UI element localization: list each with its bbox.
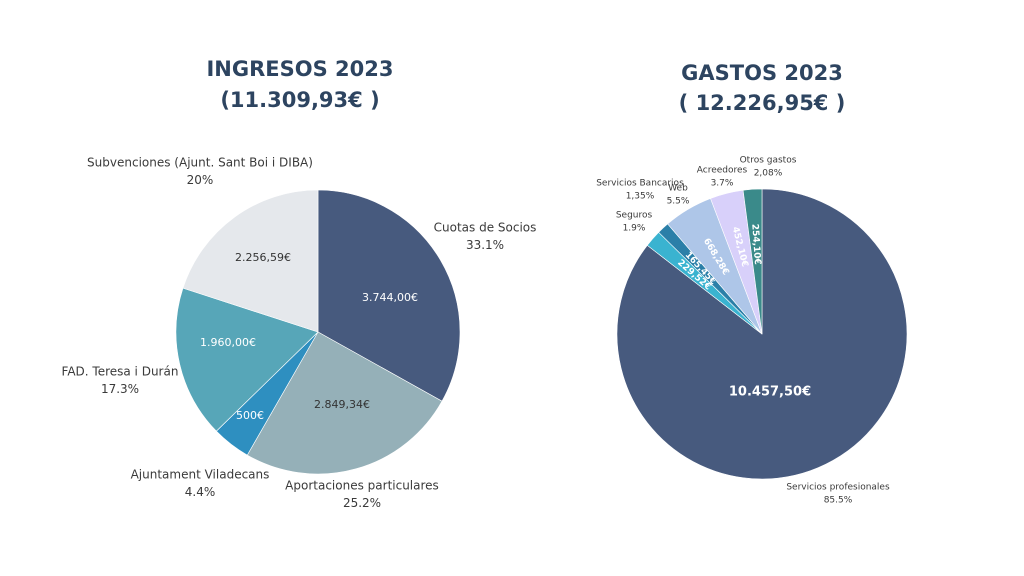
- amount-label: 2.849,34€: [314, 398, 370, 411]
- percent-label: 20%: [187, 173, 214, 187]
- category-label: Ajuntament Viladecans: [131, 468, 270, 482]
- amount-label: 500€: [236, 409, 264, 422]
- percent-label: 17.3%: [101, 382, 139, 396]
- category-label: Servicios Bancarios: [596, 179, 684, 189]
- percent-label: 1.9%: [623, 224, 646, 234]
- percent-label: 3.7%: [711, 179, 734, 189]
- percent-label: 2,08%: [754, 169, 783, 179]
- pie-slice: [175, 287, 319, 432]
- amount-label: 2.256,59€: [235, 251, 291, 264]
- pie-slice: [317, 189, 461, 402]
- percent-label: 25.2%: [343, 496, 381, 510]
- category-label: Acreedores: [697, 166, 748, 176]
- chart-subtitle: (11.309,93€ ): [220, 88, 379, 112]
- percent-label: 1,35%: [626, 192, 655, 202]
- amount-label: 10.457,50€: [729, 385, 811, 400]
- chart-title: GASTOS 2023: [681, 61, 843, 85]
- chart-subtitle: ( 12.226,95€ ): [679, 91, 846, 115]
- amount-label: 3.744,00€: [362, 291, 418, 304]
- category-label: Aportaciones particulares: [285, 479, 439, 493]
- pie-slice: [182, 189, 319, 333]
- category-label: Seguros: [616, 211, 653, 221]
- category-label: Otros gastos: [740, 156, 797, 166]
- chart-title: INGRESOS 2023: [206, 57, 393, 81]
- category-label: Web: [668, 184, 688, 194]
- percent-label: 5.5%: [667, 197, 690, 207]
- percent-label: 85.5%: [824, 496, 853, 506]
- pie-slice: [246, 331, 443, 475]
- category-label: Servicios profesionales: [786, 483, 890, 493]
- category-label: Cuotas de Socios: [434, 221, 537, 235]
- category-label: Subvenciones (Ajunt. Sant Boi i DIBA): [87, 156, 313, 170]
- pie-slice: [742, 188, 763, 335]
- category-label: FAD. Teresa i Durán: [62, 365, 179, 379]
- amount-label: 1.960,00€: [200, 336, 256, 349]
- percent-label: 33.1%: [466, 238, 504, 252]
- amount-label: 254,10€: [749, 224, 762, 266]
- percent-label: 4.4%: [185, 485, 216, 499]
